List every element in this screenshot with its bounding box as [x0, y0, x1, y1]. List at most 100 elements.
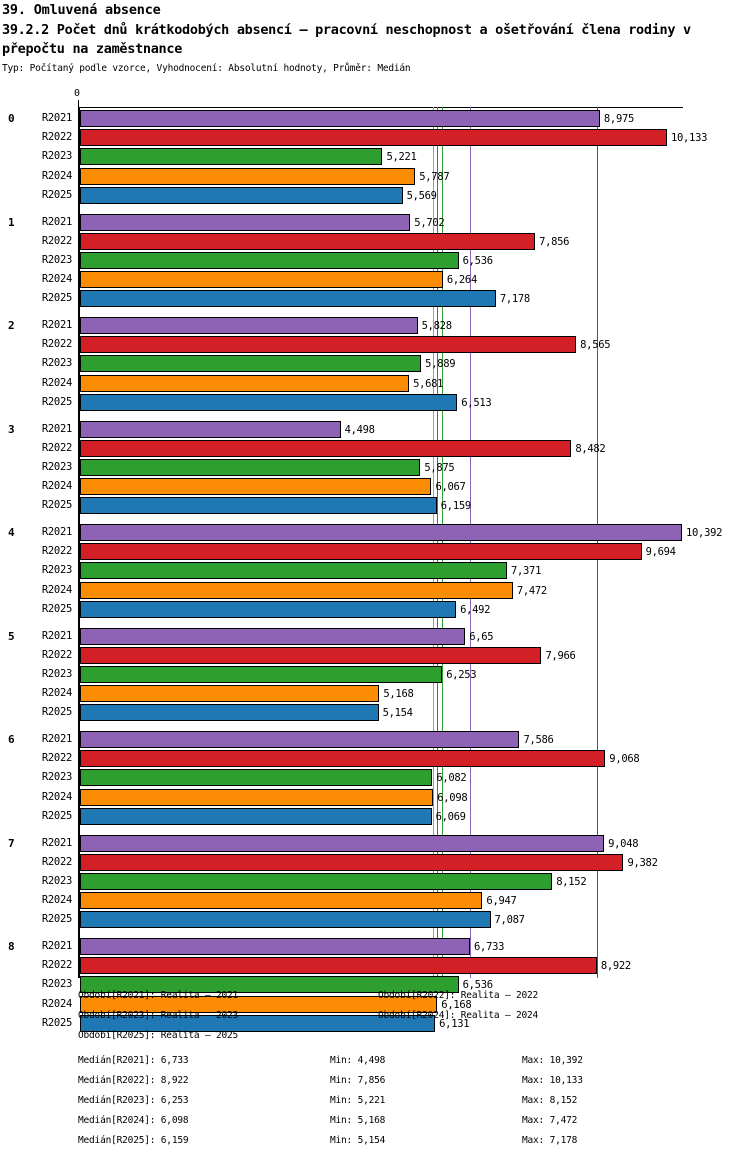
row-label-r2022: R2022 [41, 545, 72, 558]
bar-r2021[interactable] [80, 627, 466, 645]
row-label-r2022: R2022 [41, 752, 72, 765]
stat-median: Medián[R2024]: 6,098 [78, 1115, 189, 1126]
bar-r2021[interactable] [80, 110, 600, 127]
bar-value-label: 7,178 [499, 293, 530, 306]
bar-r2025[interactable] [80, 807, 432, 825]
bar-r2023[interactable] [80, 562, 507, 580]
row-label-r2022: R2022 [41, 648, 72, 661]
bar-r2021[interactable] [80, 420, 341, 438]
bar-r2022[interactable] [80, 543, 642, 561]
bar-r2022[interactable] [80, 646, 542, 664]
bar-r2025[interactable] [80, 290, 496, 308]
bar-r2024[interactable] [80, 167, 416, 185]
row-label-r2024: R2024 [41, 376, 72, 389]
row-label-r2024: R2024 [41, 790, 72, 803]
bar-value-label: 6,253 [446, 668, 477, 681]
bar-r2025[interactable] [80, 600, 457, 618]
bar-r2023[interactable] [80, 148, 383, 166]
bar-value-label: 10,392 [686, 527, 723, 539]
group-label: 4 [8, 526, 15, 539]
bar-value-label: 5,154 [382, 707, 413, 720]
row-label-r2021: R2021 [41, 112, 72, 124]
bar-value-label: 8,975 [603, 113, 635, 125]
bar-r2022[interactable] [80, 336, 577, 354]
bar-r2022[interactable] [80, 853, 624, 871]
bar-r2023[interactable] [80, 665, 443, 683]
bar-value-label: 5,681 [413, 377, 444, 390]
legend-item: Období[R2024]: Realita – 2024 [378, 1010, 539, 1021]
row-label-r2023: R2023 [41, 150, 72, 163]
bar-value-label: 9,694 [645, 546, 676, 559]
bar-r2023[interactable] [80, 976, 459, 994]
row-label-r2025: R2025 [41, 706, 72, 719]
bar-r2023[interactable] [80, 251, 459, 269]
group-label: 2 [8, 319, 15, 332]
stat-median: Medián[R2021]: 6,733 [78, 1055, 189, 1066]
row-label-r2025: R2025 [41, 395, 72, 408]
legend-item: Období[R2023]: Realita – 2023 [78, 1010, 239, 1021]
group-label: 1 [8, 215, 15, 229]
bar-value-label: 9,048 [608, 837, 639, 850]
axis-tick-mark [78, 100, 79, 107]
bar-value-label: 6,069 [435, 810, 466, 823]
row-label-r2022: R2022 [41, 855, 72, 868]
bar-r2024[interactable] [80, 892, 483, 910]
bar-value-label: 6,168 [441, 998, 472, 1011]
bar-value-label: 6,536 [462, 979, 493, 992]
bar-value-label: 5,702 [414, 216, 445, 229]
bar-r2025[interactable] [80, 704, 379, 722]
bar-r2025[interactable] [80, 497, 437, 515]
chart-subtitle: Typ: Počítaný podle vzorce, Vyhodnocení:… [2, 63, 411, 74]
page-title: 39.2.2 Počet dnů krátkodobých absencí – … [2, 22, 691, 57]
bar-r2025[interactable] [80, 186, 403, 204]
bar-r2024[interactable] [80, 788, 434, 806]
bar-r2023[interactable] [80, 458, 421, 476]
bar-r2022[interactable] [80, 129, 667, 147]
bar-r2024[interactable] [80, 478, 432, 496]
bar-value-label: 7,856 [539, 235, 570, 248]
legend-item: Období[R2021]: Realita – 2021 [78, 990, 239, 1001]
bar-r2023[interactable] [80, 769, 433, 787]
bar-r2024[interactable] [80, 271, 443, 289]
bar-r2022[interactable] [80, 232, 536, 250]
bar-r2022[interactable] [80, 750, 606, 768]
bar-r2021[interactable] [80, 731, 520, 748]
bar-r2025[interactable] [80, 393, 458, 411]
bar-value-label: 7,087 [494, 914, 525, 927]
bar-value-label: 9,382 [627, 856, 658, 869]
bar-r2022[interactable] [80, 439, 572, 457]
median-R2024-line [433, 107, 435, 978]
group-label: 8 [8, 940, 15, 953]
bar-r2021[interactable] [80, 834, 605, 852]
bar-r2024[interactable] [80, 374, 410, 392]
row-label-r2023: R2023 [41, 978, 72, 991]
bar-r2025[interactable] [80, 911, 491, 929]
stat-row: Medián[R2022]: 8,922 Min: 7,856 Max: 10,13… [0, 1075, 750, 1095]
bar-r2024[interactable] [80, 581, 513, 599]
row-label-r2022: R2022 [41, 959, 72, 972]
row-label-r2024: R2024 [41, 480, 72, 493]
row-label-r2023: R2023 [41, 564, 72, 577]
group-label: 6 [8, 733, 15, 746]
bar-r2024[interactable] [80, 995, 438, 1013]
bar-r2023[interactable] [80, 355, 422, 373]
row-label-r2021: R2021 [41, 940, 72, 952]
row-label-r2021: R2021 [41, 319, 72, 331]
stat-max: Max: 10,133 [522, 1075, 583, 1086]
bar-r2023[interactable] [80, 872, 553, 890]
row-label-r2025: R2025 [41, 499, 72, 512]
bar-r2021[interactable] [80, 317, 418, 334]
row-label-r2022: R2022 [41, 131, 72, 144]
bar-r2025[interactable] [80, 1014, 436, 1032]
row-label-r2024: R2024 [41, 687, 72, 700]
bar-chart-plot-area: 0 0 R2021 8,975 R2022 10,133 R2023 5,221 R2024 5… [0, 88, 750, 1032]
bar-r2021[interactable] [80, 213, 411, 231]
bar-r2022[interactable] [80, 957, 597, 975]
bar-r2021[interactable] [80, 524, 682, 541]
bar-value-label: 5,828 [421, 320, 452, 332]
bar-r2021[interactable] [80, 938, 471, 955]
row-label-r2025: R2025 [41, 809, 72, 822]
bar-value-label: 5,787 [419, 170, 450, 183]
bar-r2024[interactable] [80, 685, 380, 703]
section-heading: 39. Omluvená absence [2, 2, 161, 18]
